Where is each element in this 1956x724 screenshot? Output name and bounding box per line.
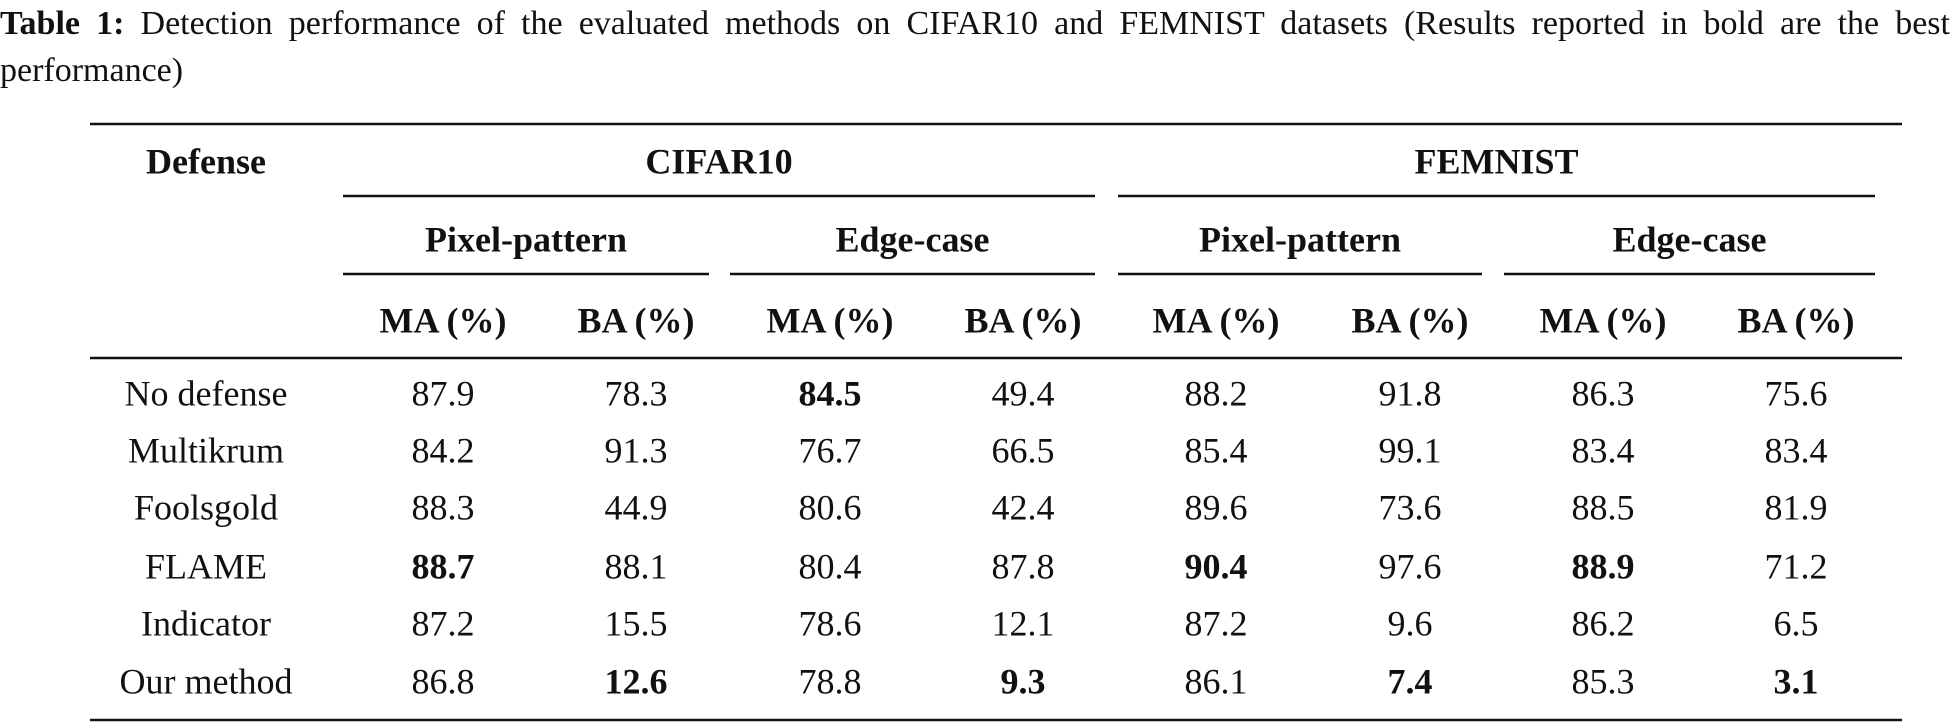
subgroup-header: Edge-case	[836, 219, 990, 259]
row-label: Foolsgold	[134, 487, 278, 527]
cell: 42.4	[992, 487, 1055, 527]
table-caption: Table 1: Detection performance of the ev…	[0, 0, 1950, 94]
cell: 78.8	[799, 661, 862, 701]
cell: 49.4	[992, 373, 1055, 413]
cell: 78.6	[799, 603, 862, 643]
defense-header: Defense	[146, 141, 266, 181]
metric-header: BA (%)	[578, 300, 695, 340]
row-label: Our method	[120, 661, 293, 701]
cell: 6.5	[1774, 603, 1819, 643]
cell: 75.6	[1765, 373, 1828, 413]
cell: 88.7	[412, 546, 475, 586]
cell: 80.4	[799, 546, 862, 586]
cell: 83.4	[1572, 430, 1635, 470]
cell: 84.2	[412, 430, 475, 470]
cell: 7.4	[1388, 661, 1433, 701]
cell: 12.1	[992, 603, 1055, 643]
cell: 86.8	[412, 661, 475, 701]
group-header: FEMNIST	[1414, 141, 1578, 181]
cell: 81.9	[1765, 487, 1828, 527]
cell: 85.3	[1572, 661, 1635, 701]
cell: 85.4	[1185, 430, 1248, 470]
cell: 88.5	[1572, 487, 1635, 527]
row-label: Indicator	[141, 603, 271, 643]
cell: 3.1	[1774, 661, 1819, 701]
cell: 87.9	[412, 373, 475, 413]
cell: 71.2	[1765, 546, 1828, 586]
cell: 88.9	[1572, 546, 1635, 586]
metric-header: BA (%)	[1738, 300, 1855, 340]
cell: 80.6	[799, 487, 862, 527]
cell: 78.3	[605, 373, 668, 413]
cell: 15.5	[605, 603, 668, 643]
cell: 86.1	[1185, 661, 1248, 701]
caption-label: Table 1:	[0, 5, 125, 42]
cell: 88.3	[412, 487, 475, 527]
metric-header: BA (%)	[965, 300, 1082, 340]
caption-text: Detection performance of the evaluated m…	[0, 5, 1950, 89]
cell: 76.7	[799, 430, 862, 470]
metric-header: MA (%)	[380, 300, 507, 340]
row-label: No defense	[125, 373, 288, 413]
subgroup-header: Pixel-pattern	[425, 219, 627, 259]
metric-header: MA (%)	[767, 300, 894, 340]
metric-header: BA (%)	[1352, 300, 1469, 340]
row-label: Multikrum	[128, 430, 284, 470]
cell: 73.6	[1379, 487, 1442, 527]
cell: 91.8	[1379, 373, 1442, 413]
cell: 9.3	[1001, 661, 1046, 701]
cell: 90.4	[1185, 546, 1248, 586]
cell: 66.5	[992, 430, 1055, 470]
cell: 86.2	[1572, 603, 1635, 643]
cell: 87.2	[412, 603, 475, 643]
group-header: CIFAR10	[645, 141, 792, 181]
cell: 99.1	[1379, 430, 1442, 470]
metric-header: MA (%)	[1153, 300, 1280, 340]
row-label: FLAME	[145, 546, 267, 586]
cell: 87.2	[1185, 603, 1248, 643]
cell: 84.5	[799, 373, 862, 413]
cell: 89.6	[1185, 487, 1248, 527]
cell: 9.6	[1388, 603, 1433, 643]
cell: 91.3	[605, 430, 668, 470]
cell: 97.6	[1379, 546, 1442, 586]
metric-header: MA (%)	[1540, 300, 1667, 340]
cell: 12.6	[605, 661, 668, 701]
cell: 88.2	[1185, 373, 1248, 413]
cell: 86.3	[1572, 373, 1635, 413]
cell: 83.4	[1765, 430, 1828, 470]
cell: 87.8	[992, 546, 1055, 586]
subgroup-header: Pixel-pattern	[1199, 219, 1401, 259]
cell: 44.9	[605, 487, 668, 527]
subgroup-header: Edge-case	[1613, 219, 1767, 259]
cell: 88.1	[605, 546, 668, 586]
